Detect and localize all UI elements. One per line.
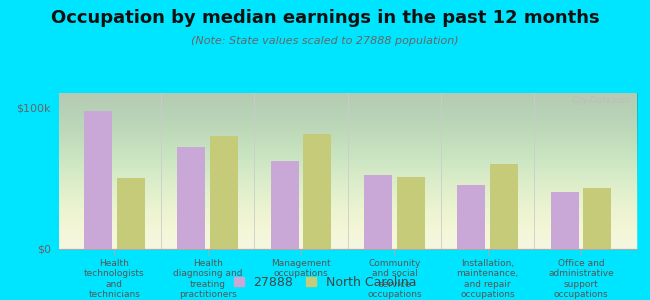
Bar (210, 136, 238, 249)
Text: Occupation by median earnings in the past 12 months: Occupation by median earnings in the pas… (51, 9, 599, 27)
Bar (490, 164, 518, 249)
Bar (364, 175, 392, 249)
Bar (271, 161, 299, 249)
Bar (177, 147, 205, 249)
Legend: 27888, North Carolina: 27888, North Carolina (229, 271, 421, 294)
Bar (117, 178, 145, 249)
Bar (551, 192, 578, 249)
Bar (84, 111, 112, 249)
Text: (Note: State values scaled to 27888 population): (Note: State values scaled to 27888 popu… (191, 36, 459, 46)
Bar (396, 177, 424, 249)
Text: City-Data.com: City-Data.com (571, 96, 631, 105)
Bar (304, 134, 332, 249)
Bar (583, 188, 612, 249)
Bar (458, 185, 486, 249)
